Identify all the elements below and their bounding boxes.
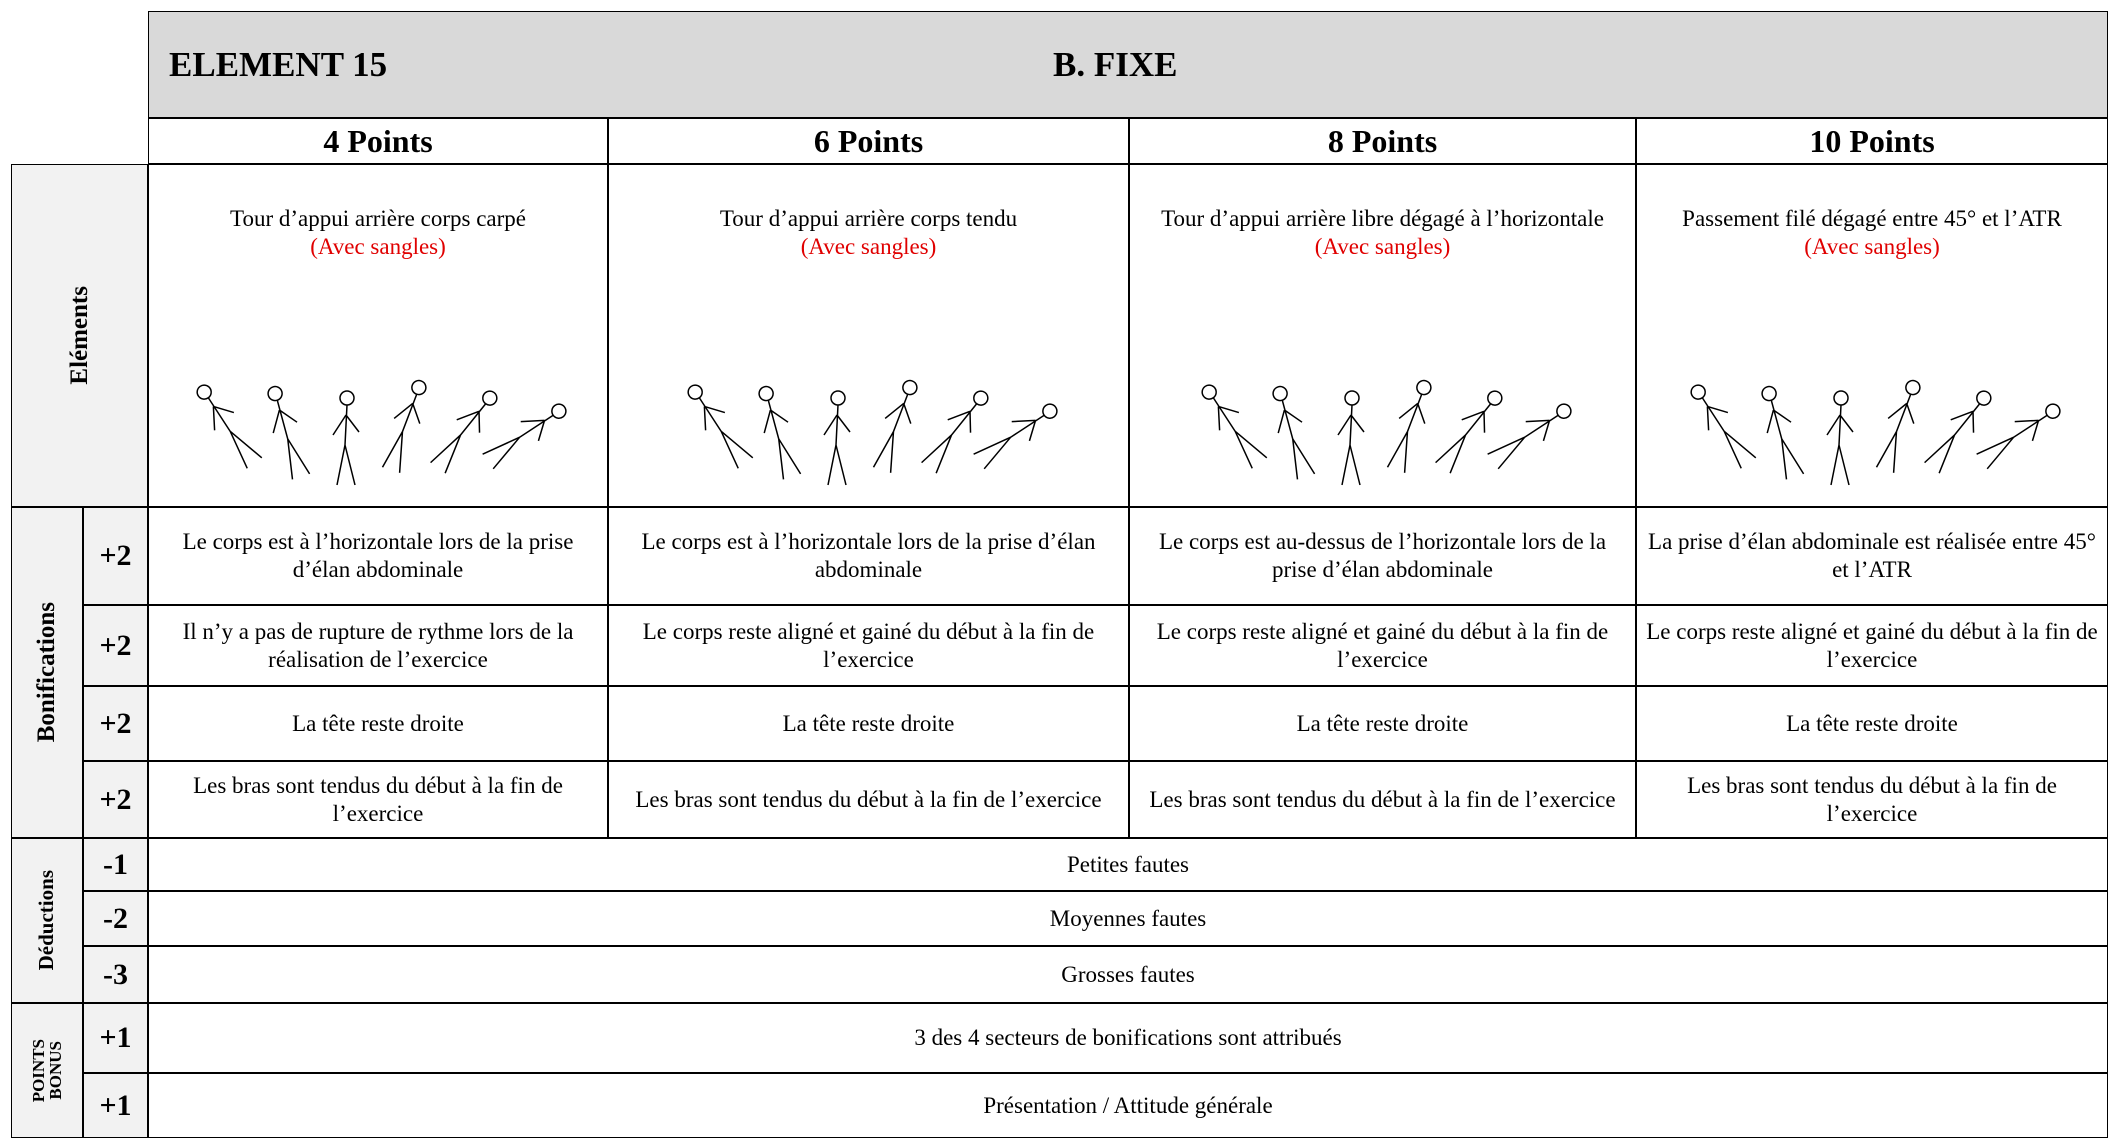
bonus-criterion: Les bras sont tendus du début à la fin d… bbox=[608, 761, 1129, 838]
illustration bbox=[686, 379, 1058, 486]
element-note: (Avec sangles) bbox=[310, 233, 446, 259]
gymnast-figure bbox=[920, 390, 989, 474]
points-cell: +2 bbox=[83, 507, 148, 605]
gymnast-figure bbox=[1386, 379, 1432, 473]
element-text: Tour d’appui arrière corps carpé bbox=[230, 206, 526, 231]
element-cell: Passement filé dégagé entre 45° et l’ATR… bbox=[1636, 164, 2108, 507]
points-cell: +2 bbox=[83, 605, 148, 686]
bonus-criterion: La tête reste droite bbox=[1636, 686, 2108, 761]
bonus-criterion: Le corps reste aligné et gainé du début … bbox=[608, 605, 1129, 686]
element-number: ELEMENT 15 bbox=[169, 44, 388, 84]
gymnast-figure bbox=[1875, 379, 1921, 473]
points-cell: +2 bbox=[83, 761, 148, 838]
element-cell: Tour d’appui arrière corps tendu (Avec sa… bbox=[608, 164, 1129, 507]
gymnast-figure bbox=[430, 390, 498, 474]
title-row: ELEMENT 15 B. FIXE bbox=[148, 11, 2108, 118]
gymnast-figure bbox=[1924, 390, 1992, 474]
bonus-criterion: Les bras sont tendus du début à la fin d… bbox=[1636, 761, 2108, 838]
bonus-text: Présentation / Attitude générale bbox=[148, 1073, 2108, 1138]
element-text: Tour d’appui arrière corps tendu bbox=[719, 206, 1018, 231]
illustration bbox=[196, 379, 567, 486]
gymnast-figure bbox=[972, 403, 1058, 470]
points-header: 6 Points bbox=[608, 118, 1129, 164]
element-cell: Tour d’appui arrière corps carpé (Avec sa… bbox=[148, 164, 608, 507]
points-cell: -3 bbox=[83, 946, 148, 1003]
gymnast-figure bbox=[1336, 390, 1365, 486]
points-header: 8 Points bbox=[1129, 118, 1636, 164]
bonus-label: POINTS bbox=[29, 1038, 48, 1103]
bonus-criterion: Le corps reste aligné et gainé du début … bbox=[1636, 605, 2108, 686]
points-cell: +2 bbox=[83, 686, 148, 761]
element-note: (Avec sangles) bbox=[1314, 233, 1451, 259]
points-header: 10 Points bbox=[1636, 118, 2108, 164]
gymnast-figure bbox=[1486, 403, 1572, 470]
points-cell: -1 bbox=[83, 838, 148, 891]
bonus-label: BONUS bbox=[46, 1041, 65, 1100]
gymnast-figure bbox=[757, 385, 801, 480]
points-cell: -2 bbox=[83, 891, 148, 946]
gymnast-figure bbox=[1690, 384, 1757, 469]
element-cell: Tour d’appui arrière libre dégagé à l’ho… bbox=[1129, 164, 1636, 507]
gymnast-figure bbox=[1976, 403, 2061, 470]
deduction-text: Grosses fautes bbox=[148, 946, 2108, 1003]
illustration bbox=[1690, 379, 2061, 486]
gymnast-figure bbox=[686, 384, 753, 469]
bonus-criterion: Les bras sont tendus du début à la fin d… bbox=[148, 761, 608, 838]
bonus-criterion: Le corps est à l’horizontale lors de la … bbox=[608, 507, 1129, 605]
element-note: (Avec sangles) bbox=[1804, 233, 1940, 259]
points-cell: +1 bbox=[83, 1073, 148, 1138]
points-cell: +1 bbox=[83, 1003, 148, 1073]
section-label: Eléments bbox=[11, 164, 148, 507]
gymnast-figure bbox=[196, 384, 263, 469]
bonus-text: 3 des 4 secteurs de bonifications sont a… bbox=[148, 1003, 2108, 1073]
gymnast-figure bbox=[381, 379, 427, 473]
deductions-label: Déductions bbox=[34, 870, 59, 971]
gymnast-figure bbox=[482, 403, 567, 470]
section-label: Déductions bbox=[11, 838, 83, 1003]
gymnast-figure bbox=[332, 390, 360, 486]
bonus-criterion: La tête reste droite bbox=[148, 686, 608, 761]
apparatus: B. FIXE bbox=[1053, 44, 1178, 84]
element-note: (Avec sangles) bbox=[800, 233, 937, 259]
bonus-criterion: Le corps reste aligné et gainé du début … bbox=[1129, 605, 1636, 686]
elements-label: Eléments bbox=[65, 286, 93, 385]
deduction-text: Petites fautes bbox=[148, 838, 2108, 891]
bonus-criterion: Il n’y a pas de rupture de rythme lors d… bbox=[148, 605, 608, 686]
bonus-criterion: Le corps est à l’horizontale lors de la … bbox=[148, 507, 608, 605]
gymnast-figure bbox=[267, 385, 311, 480]
section-label: POINTS BONUS bbox=[11, 1003, 83, 1138]
illustration bbox=[1200, 379, 1572, 486]
gymnast-figure bbox=[1434, 390, 1503, 474]
bonifications-label: Bonifications bbox=[33, 602, 60, 743]
gymnast-figure bbox=[1200, 384, 1267, 469]
deduction-text: Moyennes fautes bbox=[148, 891, 2108, 946]
gymnast-figure bbox=[1761, 385, 1805, 480]
points-header: 4 Points bbox=[148, 118, 608, 164]
bonus-criterion: La prise d’élan abdominale est réalisée … bbox=[1636, 507, 2108, 605]
element-text: Tour d’appui arrière libre dégagé à l’ho… bbox=[1161, 206, 1604, 231]
gymnast-figure bbox=[822, 390, 851, 486]
section-label: Bonifications bbox=[11, 507, 83, 838]
gymnast-figure bbox=[1826, 390, 1854, 486]
bonus-criterion: Les bras sont tendus du début à la fin d… bbox=[1129, 761, 1636, 838]
bonus-criterion: Le corps est au-dessus de l’horizontale … bbox=[1129, 507, 1636, 605]
element-text: Passement filé dégagé entre 45° et l’ATR bbox=[1682, 206, 2062, 231]
gymnast-figure bbox=[872, 379, 918, 473]
bonus-criterion: La tête reste droite bbox=[1129, 686, 1636, 761]
bonus-criterion: La tête reste droite bbox=[608, 686, 1129, 761]
gymnast-figure bbox=[1271, 385, 1315, 480]
